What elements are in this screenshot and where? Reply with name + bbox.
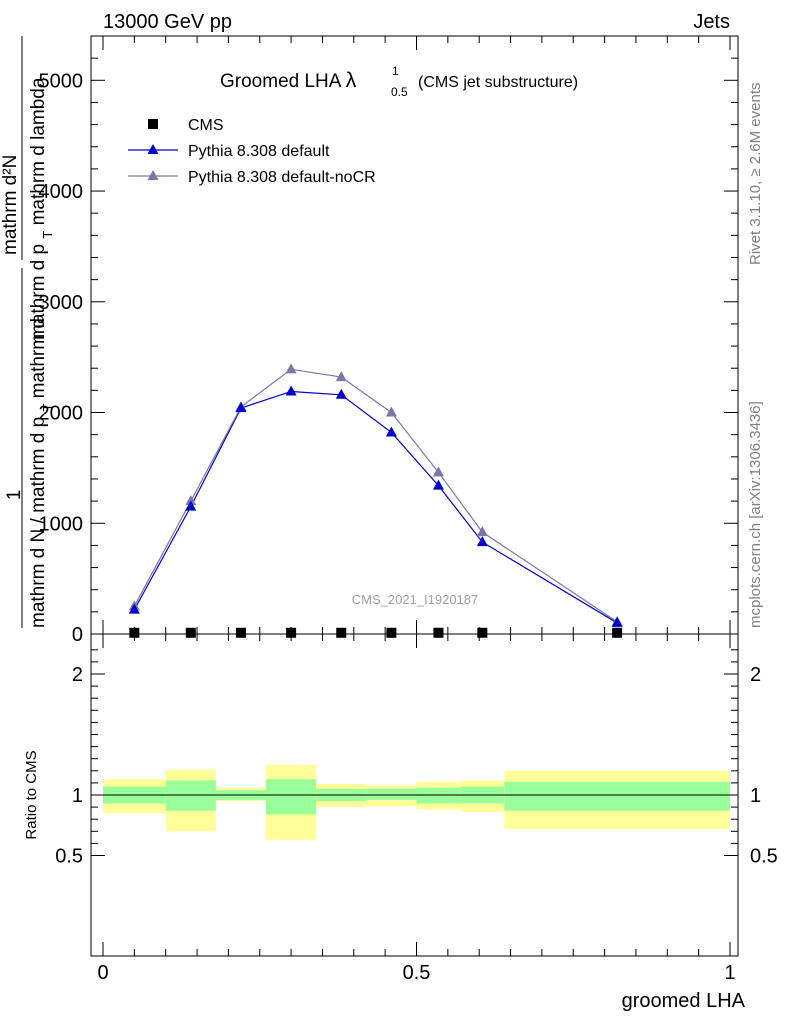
data-point-default (476, 536, 488, 547)
ylabel-bottom: mathrm d N / mathrm d p T mathrm d (28, 318, 57, 628)
data-point-cms (386, 627, 397, 638)
main-y-axis-label: 1 mathrm d²N mathrm d p T mathrm d lambd… (0, 36, 57, 628)
data-point-nocr (385, 406, 397, 417)
data-point-default (128, 603, 140, 614)
ratio-inner-band (366, 788, 417, 800)
ylabel-fraction-top: 1 (4, 490, 25, 501)
main-y-tick-label: 1000 (39, 513, 84, 535)
ylabel-bottom-text: mathrm d N / mathrm d p (28, 417, 49, 628)
data-point-default (385, 426, 397, 437)
data-point-cms (612, 627, 623, 638)
data-point-nocr (476, 526, 488, 537)
x-tick-label: 0 (97, 962, 108, 984)
ratio-y-tick-label-left: 0.5 (55, 846, 83, 868)
data-point-default (335, 388, 347, 399)
header-jets-label: Jets (693, 11, 730, 33)
series-line-default (133, 390, 618, 624)
ylabel-bottom-rest: mathrm d (28, 318, 49, 398)
ylabel-denominator-rest: mathrm d lambda (28, 77, 49, 225)
data-point-cms (433, 627, 444, 638)
ratio-frame (90, 633, 739, 957)
rivet-version-label: Rivet 3.1.10, ≥ 2.6M events (747, 83, 764, 266)
legend-marker-nocr (147, 170, 159, 180)
main-y-tick-label: 0 (72, 624, 83, 646)
ratio-y-tick-label-left: 1 (72, 785, 83, 807)
plot-title: Groomed LHA λ (220, 69, 357, 92)
data-point-cms (336, 627, 347, 638)
x-tick-label: 1 (724, 962, 735, 984)
ratio-inner-band (416, 787, 461, 804)
legend-marker-cms (148, 119, 158, 129)
data-point-default (185, 500, 197, 511)
ylabel-bottom-sub: T (40, 404, 55, 412)
data-point-nocr (185, 495, 197, 506)
legend-marker-default (147, 144, 159, 154)
ratio-y-tick-label-right: 0.5 (750, 846, 778, 868)
main-y-tick-label: 2000 (39, 403, 84, 425)
header-energy-label: 13000 GeV pp (103, 11, 232, 33)
data-point-cms (235, 627, 246, 638)
ylabel-denominator-sub: T (40, 231, 55, 239)
ratio-panel: 0.5 0.5 1 1 2 2 0 0.5 1 Ratio to CMS groomed LHA (23, 633, 778, 1012)
plot-subtitle: (CMS jet substructure) (418, 74, 578, 91)
data-point-default (611, 616, 623, 627)
main-y-tick-label: 5000 (39, 70, 84, 92)
plot-title-symbol: λ (346, 69, 357, 92)
mcplots-label: mcplots.cern.ch [arXiv:1306.3436] (747, 401, 764, 628)
ratio-y-tick-label-left: 2 (72, 664, 83, 686)
analysis-watermark: CMS_2021_I1920187 (352, 592, 479, 607)
main-y-tick-label: 3000 (39, 292, 84, 314)
data-point-cms (185, 627, 196, 638)
plot-title-superscript: 1 (392, 64, 399, 78)
ylabel-numerator: mathrm d²N (0, 155, 21, 255)
series-line-nocr (133, 368, 618, 623)
ratio-inner-band (266, 779, 317, 815)
x-tick-label: 0.5 (403, 962, 431, 984)
legend-label-nocr: Pythia 8.308 default-noCR (188, 169, 376, 186)
data-point-default (235, 402, 247, 413)
plot-title-subscript: 0.5 (391, 85, 408, 99)
data-point-default (285, 385, 297, 396)
ylabel-denominator-text: mathrm d p (28, 244, 49, 340)
ylabel-denominator: mathrm d p T mathrm d lambda (28, 77, 57, 340)
main-y-tick-label: 4000 (39, 181, 84, 203)
ratio-y-tick-label-right: 1 (750, 785, 761, 807)
data-point-nocr (285, 363, 297, 374)
data-point-default (432, 479, 444, 490)
ratio-inner-band (504, 781, 730, 811)
plot-title-text: Groomed LHA (220, 71, 342, 92)
legend-label-default: Pythia 8.308 default (188, 143, 330, 160)
data-point-nocr (335, 371, 347, 382)
x-axis-label: groomed LHA (622, 990, 746, 1012)
main-panel: 0 1000 2000 3000 4000 5000 Groomed LHA λ 1 0.… (0, 35, 739, 646)
ratio-inner-band (165, 780, 216, 811)
ratio-y-axis-label: Ratio to CMS (23, 750, 40, 839)
legend-label-cms: CMS (188, 117, 224, 134)
ratio-y-tick-label-right: 2 (750, 664, 761, 686)
legend: CMS Pythia 8.308 default Pythia 8.308 de… (128, 117, 376, 186)
data-point-nocr (432, 466, 444, 477)
data-point-cms (477, 627, 488, 638)
